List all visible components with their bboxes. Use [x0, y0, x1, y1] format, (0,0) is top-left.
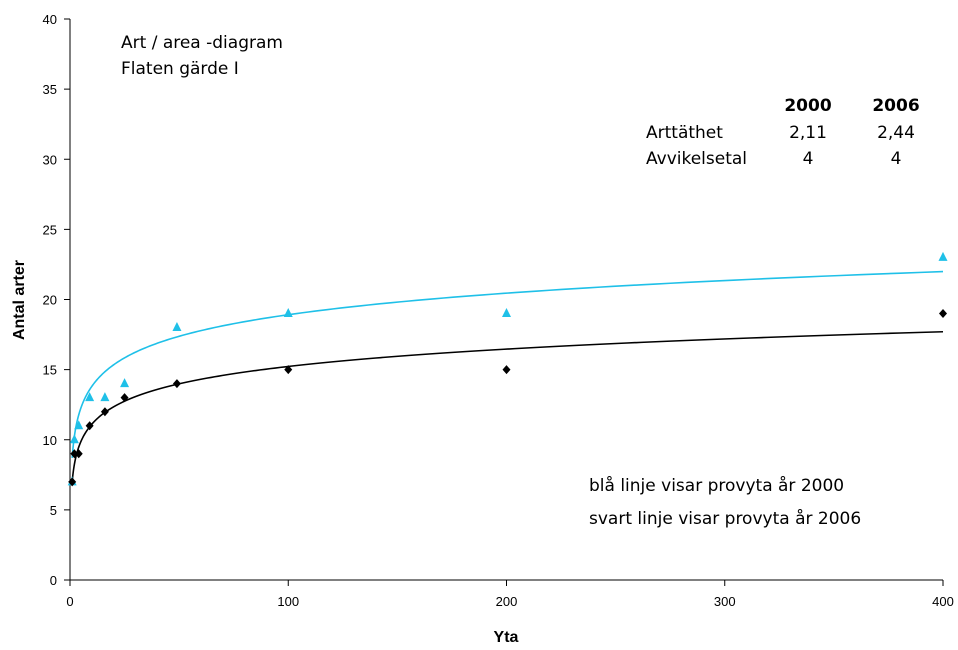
data-point-series-2-5 — [121, 393, 129, 402]
y-ticks: 0 5 10 15 20 25 30 35 40 — [43, 12, 70, 588]
x-tick-label-400: 400 — [932, 594, 954, 609]
x-tick-label-0: 0 — [66, 594, 73, 609]
chart-title-line-2: Flaten gärde I — [121, 59, 239, 79]
y-tick-label-5: 5 — [50, 503, 57, 518]
data-point-series-1-1 — [70, 434, 79, 443]
data-point-series-1-5 — [120, 378, 129, 387]
stats-header-2000: 2000 — [784, 96, 831, 116]
x-axis-title: Yta — [494, 629, 519, 646]
annotation-black-line: svart linje visar provyta år 2006 — [589, 508, 861, 529]
y-tick-label-40: 40 — [43, 12, 57, 27]
x-tick-label-200: 200 — [496, 594, 518, 609]
x-tick-label-300: 300 — [714, 594, 736, 609]
stats-value-arttathet-2000: 2,11 — [789, 123, 827, 143]
chart-title-line-1: Art / area -diagram — [121, 33, 283, 53]
stats-header-2006: 2006 — [872, 96, 919, 116]
trendline-series-2 — [72, 332, 943, 482]
stats-value-avvikelsetal-2000: 4 — [803, 149, 814, 169]
y-tick-label-30: 30 — [43, 152, 57, 167]
x-tick-label-100: 100 — [277, 594, 299, 609]
y-tick-label-10: 10 — [43, 433, 57, 448]
trendline-series-1 — [72, 272, 943, 458]
data-point-series-1-4 — [100, 392, 109, 401]
trendlines — [72, 272, 943, 482]
data-markers — [68, 252, 948, 486]
data-point-series-1-6 — [172, 322, 181, 331]
data-point-series-1-7 — [284, 308, 293, 317]
stats-table: 2000 2006 Arttäthet 2,11 2,44 Avvikelset… — [646, 96, 920, 169]
data-point-series-2-8 — [503, 365, 511, 374]
data-point-series-2-9 — [939, 309, 947, 318]
y-tick-label-0: 0 — [50, 573, 57, 588]
y-tick-label-35: 35 — [43, 82, 57, 97]
stats-value-avvikelsetal-2006: 4 — [891, 149, 902, 169]
stats-row-label-avvikelsetal: Avvikelsetal — [646, 149, 747, 169]
stats-value-arttathet-2006: 2,44 — [877, 123, 915, 143]
y-tick-label-25: 25 — [43, 222, 57, 237]
data-point-series-2-6 — [173, 379, 181, 388]
data-point-series-1-8 — [502, 308, 511, 317]
annotation-blue-line: blå linje visar provyta år 2000 — [589, 475, 844, 496]
y-tick-label-20: 20 — [43, 293, 57, 308]
y-axis-title: Antal arter — [11, 260, 28, 340]
stats-row-label-arttathet: Arttäthet — [646, 123, 723, 143]
data-point-series-1-9 — [939, 252, 948, 261]
y-tick-label-15: 15 — [43, 363, 57, 378]
x-ticks: 0 100 200 300 400 — [66, 580, 953, 609]
